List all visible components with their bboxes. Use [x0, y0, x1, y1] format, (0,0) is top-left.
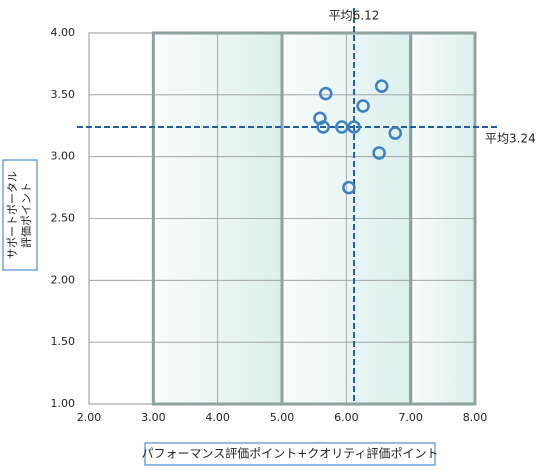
point: [388, 126, 402, 140]
y-title-line: サポートポータル: [6, 171, 19, 259]
x-tick-label: 5.00: [270, 411, 295, 424]
y-tick-label: 4.00: [51, 26, 76, 39]
y-tick-label: 2.00: [51, 273, 76, 286]
point: [316, 120, 330, 134]
y-title-line: 評価ポイント: [19, 182, 33, 248]
x-tick-label: 7.00: [398, 411, 423, 424]
x-tick-label: 2.00: [77, 411, 102, 424]
point: [356, 99, 370, 113]
x-tick-label: 8.00: [463, 411, 488, 424]
y-tick-label: 3.50: [51, 88, 76, 101]
y-title-box: [2, 159, 38, 271]
x-tick-label: 4.00: [205, 411, 230, 424]
point: [374, 79, 389, 93]
point: [318, 86, 333, 101]
y-tick-label: 1.00: [51, 397, 76, 410]
average-y-label: 平均3.24: [485, 131, 536, 145]
average-x-label: 平均6.12: [329, 9, 380, 23]
x-title-box: [144, 442, 436, 466]
y-axis-title: サポートポータル 評価ポイント: [6, 171, 33, 259]
point: [342, 180, 356, 195]
point: [347, 120, 361, 134]
y-tick-label: 1.50: [51, 335, 76, 348]
y-tick-label: 2.50: [51, 212, 76, 225]
y-tick-label: 3.00: [51, 150, 76, 163]
region-border: [409, 31, 477, 406]
x-tick-label: 6.00: [334, 411, 359, 424]
x-axis-title: パフォーマンス評価ポイント+クオリティ評価ポイント: [141, 446, 438, 461]
x-tick-label: 3.00: [141, 411, 166, 424]
point: [372, 146, 386, 160]
